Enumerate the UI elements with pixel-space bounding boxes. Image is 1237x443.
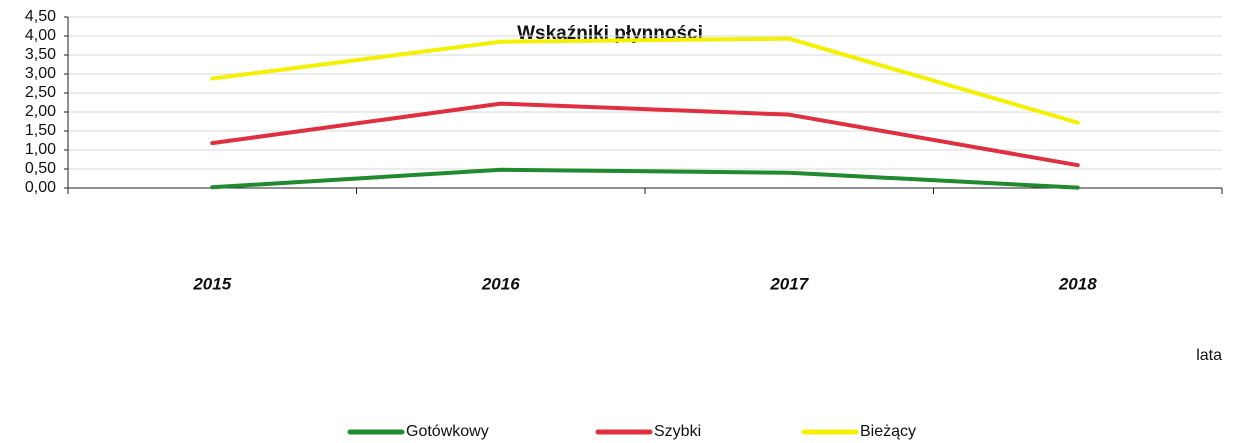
legend-label: Bieżący: [860, 423, 916, 440]
y-tick-label: 0,50: [25, 160, 56, 177]
y-tick-label: 2,00: [25, 103, 56, 120]
x-tick-label: 2016: [481, 274, 520, 293]
x-tick-label: 2015: [192, 274, 231, 293]
y-tick-label: 4,00: [25, 27, 56, 44]
legend-label: Gotówkowy: [406, 423, 489, 440]
x-tick-label: 2018: [1058, 274, 1097, 293]
y-tick-label: 2,50: [25, 84, 56, 101]
legend-label: Szybki: [654, 423, 701, 440]
x-axis-label: lata: [1196, 347, 1222, 364]
y-tick-label: 1,50: [25, 122, 56, 139]
series-line: [210, 101, 1080, 168]
x-tick-label: 2017: [769, 274, 809, 293]
y-tick-label: 4,50: [25, 8, 56, 25]
y-tick-label: 3,00: [25, 65, 56, 82]
series-line: [210, 167, 1080, 190]
series-line: [210, 36, 1080, 125]
y-tick-label: 3,50: [25, 46, 56, 63]
y-tick-label: 1,00: [25, 141, 56, 158]
y-tick-label: 0,00: [25, 179, 56, 196]
